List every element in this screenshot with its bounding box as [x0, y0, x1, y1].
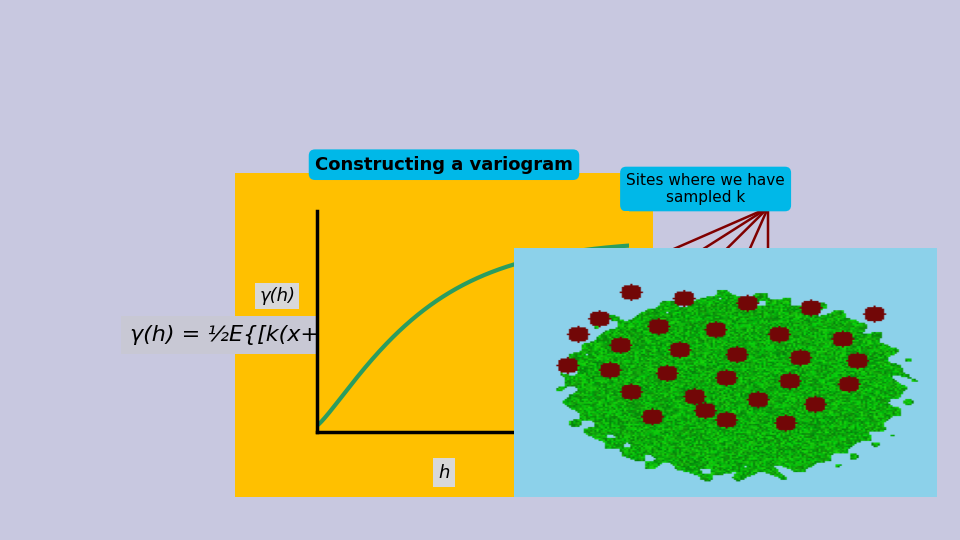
Text: γ(h): γ(h) — [259, 287, 296, 305]
Text: γ(h) = ½E{[k(x+h) – k(x)]2}: γ(h) = ½E{[k(x+h) – k(x)]2} — [130, 325, 446, 345]
Text: Constructing a variogram: Constructing a variogram — [315, 156, 573, 174]
Bar — [235, 173, 653, 497]
Text: h: h — [439, 463, 449, 482]
Text: Sites where we have
sampled k: Sites where we have sampled k — [626, 173, 785, 205]
